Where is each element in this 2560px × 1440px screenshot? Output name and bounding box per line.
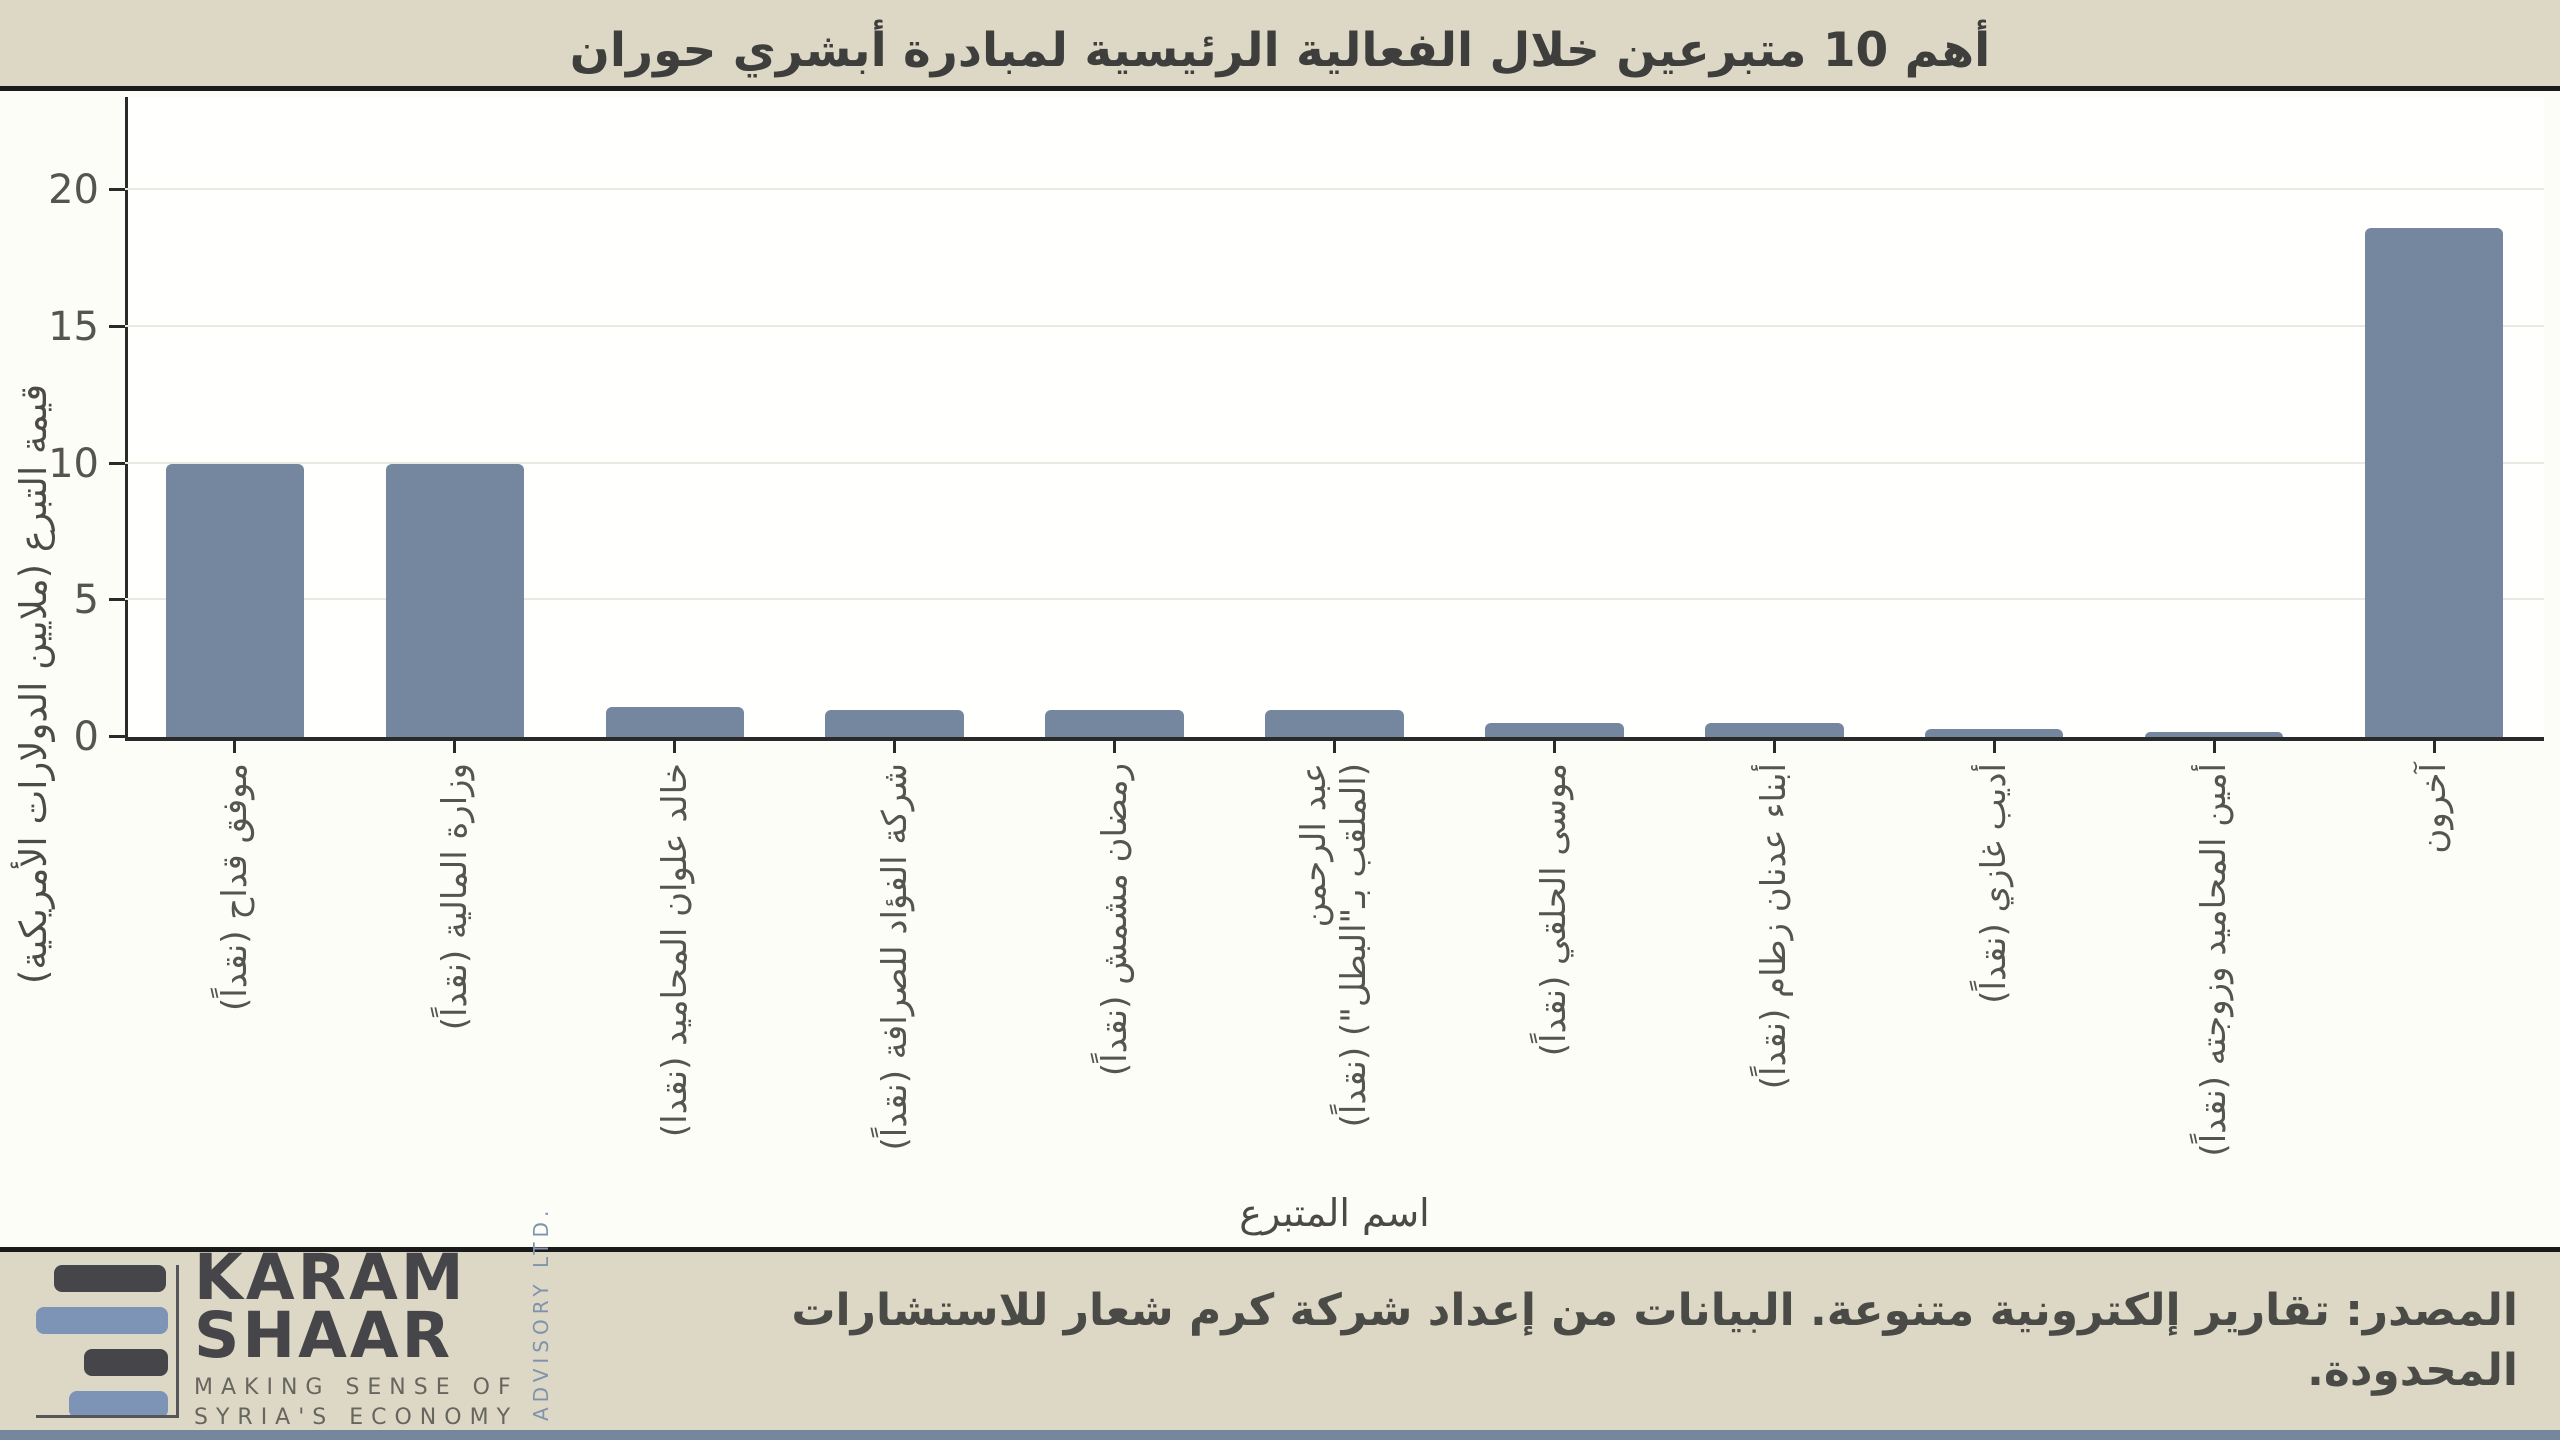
x-tick-mark-11 <box>2432 741 2436 753</box>
x-tick-mark-9 <box>1992 741 1996 753</box>
bar-slot-6 <box>1225 97 1445 737</box>
x-tick-mark-8 <box>1772 741 1776 753</box>
bar-6 <box>1265 709 1404 737</box>
logo-bar-blue-1 <box>36 1307 168 1334</box>
y-tick-label-5: 5 <box>73 577 99 624</box>
x-tick-mark-6 <box>1332 741 1336 753</box>
logo-bar-dark-1 <box>54 1265 166 1292</box>
bar-slot-3 <box>565 97 785 737</box>
bar-slot-2 <box>345 97 565 737</box>
y-tick-mark-20 <box>109 188 125 191</box>
logo-name-line1: KARAM <box>194 1241 467 1314</box>
x-tick-mark-10 <box>2212 741 2216 753</box>
logo-bar-dark-2 <box>84 1349 168 1376</box>
x-tick-mark-2 <box>453 741 457 753</box>
plot-area: 0 5 10 15 20 <box>48 97 2544 760</box>
x-tick-label-5: رمضان مشمش (نقداً) <box>1094 763 1135 1077</box>
logo-bracket-vertical <box>176 1265 179 1418</box>
title-band: أهم 10 متبرعين خلال الفعالية الرئيسية لم… <box>0 0 2560 86</box>
bar-10 <box>2144 731 2284 737</box>
logo-bars-icon <box>36 1263 180 1419</box>
logo-bar-blue-2 <box>69 1391 168 1418</box>
x-axis-line <box>125 737 2544 741</box>
y-tick-label-0: 0 <box>73 714 99 760</box>
bar-5 <box>1045 709 1184 737</box>
bottom-accent-strip <box>0 1430 2560 1440</box>
y-tick-mark-15 <box>109 324 125 328</box>
karam-shaar-logo: KARAM SHAAR MAKING SENSE OF SYRIA'S ECON… <box>36 1205 553 1433</box>
bar-slot-5 <box>1005 97 1225 737</box>
y-tick-mark-0 <box>109 735 125 738</box>
bar-7 <box>1485 723 1624 737</box>
x-tick-label-2: وزارة المالية (نقداً) <box>434 763 475 1031</box>
y-tick-label-20: 20 <box>48 167 99 213</box>
top-divider <box>0 86 2560 91</box>
gridline-y-5 <box>125 598 2544 601</box>
x-tick-label-9: أديب غازي (نقداً) <box>1974 763 2015 1004</box>
gridline-y-10 <box>125 461 2544 464</box>
bars-container <box>125 97 2544 737</box>
plot-wrapper: 0 5 10 15 20 موفق قداح (نقداً) وزارة المالية … <box>48 97 2544 1235</box>
x-tick-label-1: موفق قداح (نقداً) <box>214 763 255 1011</box>
bar-slot-9 <box>1884 97 2104 737</box>
x-tick-label-6: عبد الرحمن (الملقب بـ"البطل") (نقداً) <box>1294 763 1375 1128</box>
bar-slot-11 <box>2324 97 2544 737</box>
x-axis-label: اسم المتبرع <box>1239 1191 1430 1235</box>
x-tick-mark-1 <box>233 741 237 753</box>
y-axis-spine <box>125 97 128 737</box>
bar-slot-4 <box>785 97 1005 737</box>
x-tick-mark-3 <box>673 741 677 753</box>
logo-tagline-line1: MAKING SENSE OF <box>194 1375 519 1400</box>
y-tick-mark-5 <box>109 598 125 602</box>
x-tick-mark-7 <box>1552 741 1556 753</box>
x-tick-label-4: شركة الفؤاد للصرافة (نقداً) <box>874 763 915 1151</box>
bar-9 <box>1924 728 2064 737</box>
x-tick-label-11: آخرون <box>2414 763 2455 854</box>
x-label-slot-1: موفق قداح (نقداً) <box>125 741 345 1177</box>
bar-slot-7 <box>1444 97 1664 737</box>
x-label-slot-4: شركة الفؤاد للصرافة (نقداً) <box>785 741 1005 1177</box>
x-label-slot-8: أبناء عدنان زطام (نقداً) <box>1664 741 1884 1177</box>
bar-2 <box>385 463 525 737</box>
bar-1 <box>165 463 305 737</box>
x-tick-mark-4 <box>893 741 897 753</box>
logo-advisory-text: ADVISORY LTD. <box>528 1205 553 1421</box>
chart-title: أهم 10 متبرعين خلال الفعالية الرئيسية لم… <box>569 22 1991 78</box>
logo-name-line2: SHAAR <box>194 1299 454 1372</box>
logo-text: KARAM SHAAR MAKING SENSE OF SYRIA'S ECON… <box>194 1241 519 1433</box>
bar-slot-1 <box>125 97 345 737</box>
x-label-slot-9: أديب غازي (نقداً) <box>1884 741 2104 1177</box>
bar-4 <box>825 709 964 737</box>
gridline-y-15 <box>125 324 2544 327</box>
x-tick-labels: موفق قداح (نقداً) وزارة المالية (نقداً) خا… <box>125 741 2544 1177</box>
bar-8 <box>1705 723 1844 737</box>
x-label-slot-2: وزارة المالية (نقداً) <box>345 741 565 1177</box>
x-label-slot-7: موسى الحلقي (نقداً) <box>1444 741 1664 1177</box>
bar-11 <box>2364 228 2504 737</box>
x-label-slot-10: أمين المحاميد وزوجته (نقداً) <box>2104 741 2324 1177</box>
x-tick-mark-5 <box>1113 741 1117 753</box>
bar-slot-8 <box>1664 97 1884 737</box>
bar-slot-10 <box>2104 97 2324 737</box>
x-label-slot-6: عبد الرحمن (الملقب بـ"البطل") (نقداً) <box>1225 741 1445 1177</box>
x-label-slot-5: رمضان مشمش (نقداً) <box>1005 741 1225 1177</box>
source-note: المصدر: تقارير إلكترونية متنوعة. البيانا… <box>791 1285 2518 1396</box>
bar-3 <box>605 706 745 737</box>
y-tick-label-15: 15 <box>48 303 99 350</box>
gridline-y-20 <box>125 188 2544 190</box>
x-label-slot-11: آخرون <box>2324 741 2544 1177</box>
y-tick-mark-10 <box>109 461 125 465</box>
footer-band: KARAM SHAAR MAKING SENSE OF SYRIA'S ECON… <box>0 1205 2560 1433</box>
y-tick-label-10: 10 <box>48 440 99 487</box>
logo-bracket-horizontal <box>36 1415 179 1418</box>
logo-tagline-line2: SYRIA'S ECONOMY <box>194 1405 519 1430</box>
x-tick-label-7: موسى الحلقي (نقداً) <box>1534 763 1575 1057</box>
x-tick-label-10: أمين المحاميد وزوجته (نقداً) <box>2194 763 2235 1157</box>
chart-area: قيمة التبرع (ملايين الدولارات الأمريكية)… <box>0 91 2560 1247</box>
x-tick-label-8: أبناء عدنان زطام (نقداً) <box>1754 763 1795 1090</box>
x-tick-label-3: خالد علوان المحاميد (نقدا) <box>654 763 695 1138</box>
y-axis-label: قيمة التبرع (ملايين الدولارات الأمريكية) <box>12 383 55 985</box>
x-label-slot-3: خالد علوان المحاميد (نقدا) <box>565 741 785 1177</box>
bottom-divider <box>0 1247 2560 1252</box>
